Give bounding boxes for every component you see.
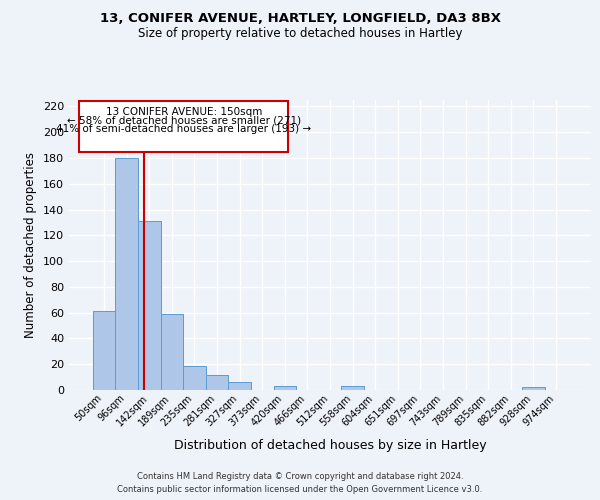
Bar [115,158,138,390]
Bar [138,221,161,390]
Bar [161,314,183,390]
Bar [93,312,115,390]
Y-axis label: Number of detached properties: Number of detached properties [25,152,37,338]
Text: 13, CONIFER AVENUE, HARTLEY, LONGFIELD, DA3 8BX: 13, CONIFER AVENUE, HARTLEY, LONGFIELD, … [100,12,500,26]
Bar [274,386,296,390]
Bar [229,382,251,390]
FancyBboxPatch shape [79,102,288,152]
Text: ← 58% of detached houses are smaller (271): ← 58% of detached houses are smaller (27… [67,115,301,125]
Text: 41% of semi-detached houses are larger (193) →: 41% of semi-detached houses are larger (… [56,124,311,134]
Text: Contains HM Land Registry data © Crown copyright and database right 2024.: Contains HM Land Registry data © Crown c… [137,472,463,481]
Bar [341,386,364,390]
Bar [206,374,229,390]
Text: Contains public sector information licensed under the Open Government Licence v3: Contains public sector information licen… [118,484,482,494]
Text: 13 CONIFER AVENUE: 150sqm: 13 CONIFER AVENUE: 150sqm [106,108,262,118]
Text: Size of property relative to detached houses in Hartley: Size of property relative to detached ho… [138,28,462,40]
Bar [183,366,206,390]
X-axis label: Distribution of detached houses by size in Hartley: Distribution of detached houses by size … [173,439,487,452]
Bar [522,388,545,390]
